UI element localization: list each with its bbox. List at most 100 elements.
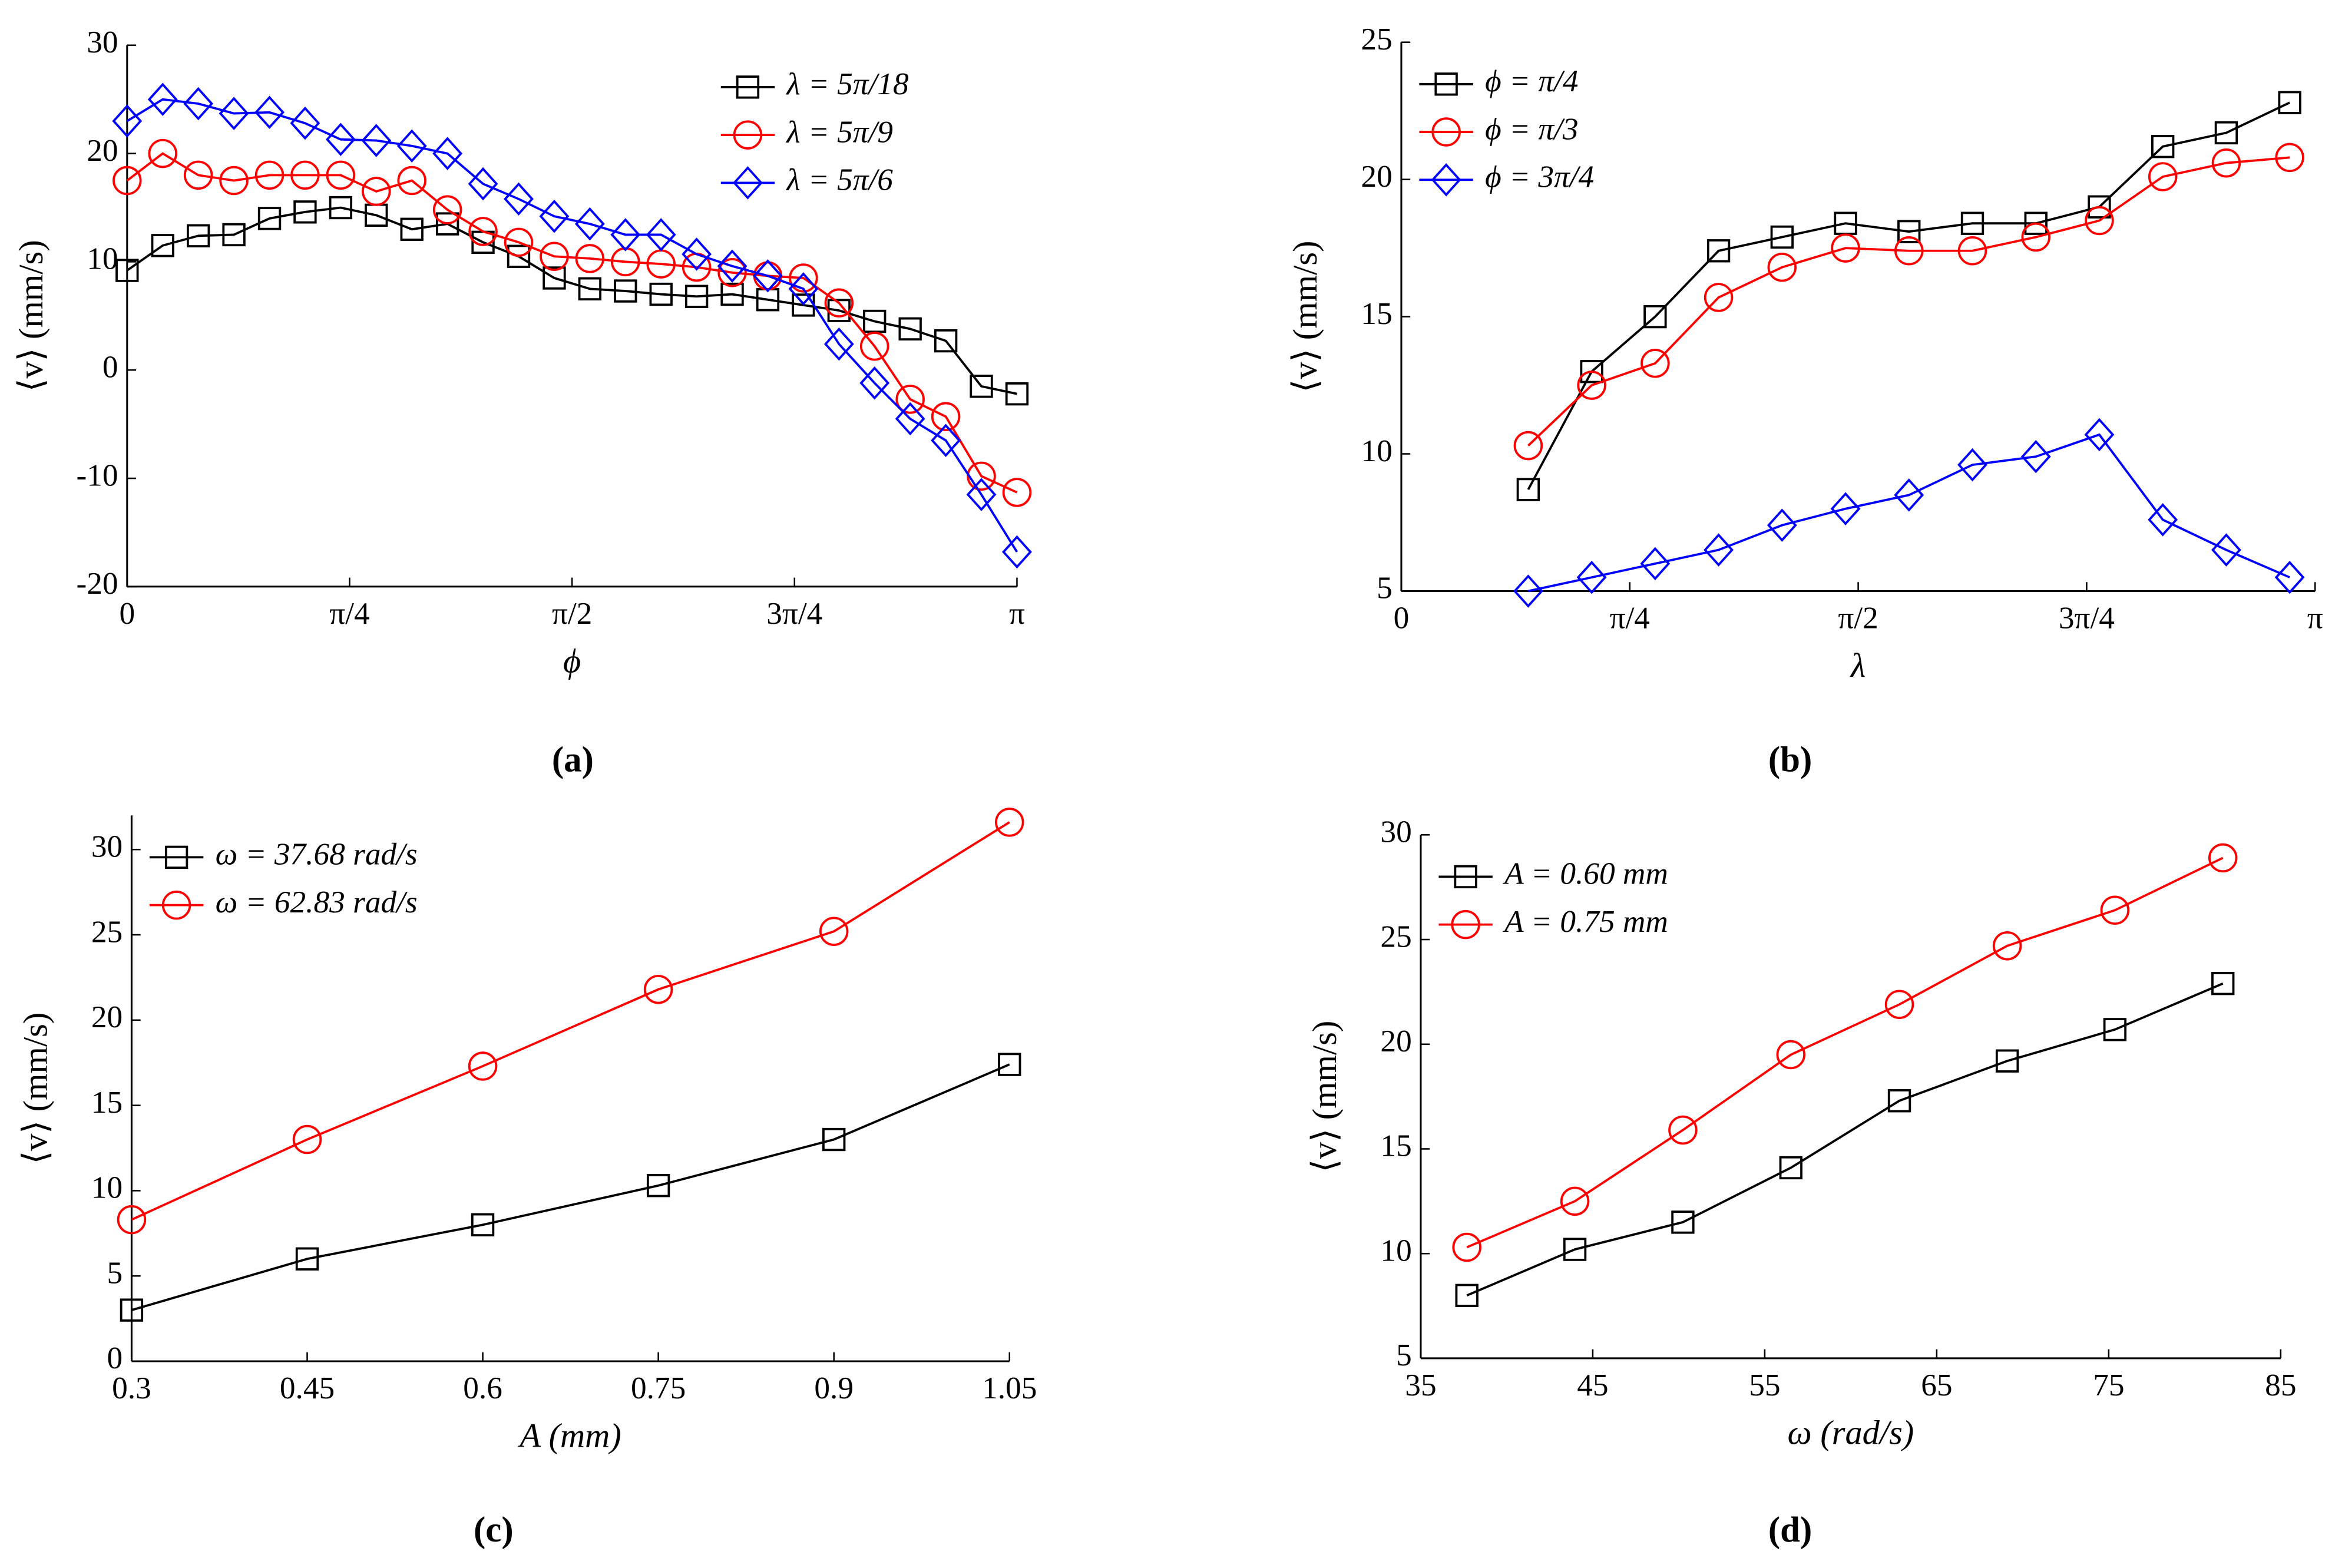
y-tick-label: 5: [1377, 570, 1393, 606]
data-point: [717, 258, 747, 287]
legend-label: ω = 62.83 rad/s: [216, 884, 418, 919]
x-tick-label: π/4: [1610, 600, 1650, 635]
x-tick-label: π/2: [552, 596, 592, 631]
data-point: [148, 138, 178, 168]
data-point: [1992, 931, 2022, 961]
data-point: [2275, 143, 2304, 173]
legend-label: λ = 5π/18: [785, 66, 909, 101]
data-point: [822, 1127, 846, 1152]
data-point: [1887, 1089, 1911, 1113]
data-point: [468, 217, 498, 246]
data-point: [219, 166, 249, 196]
data-point: [325, 123, 356, 156]
x-tick-label: 3π/4: [766, 596, 822, 631]
data-point: [2278, 91, 2301, 114]
data-point: [823, 327, 854, 361]
data-point: [1894, 478, 1924, 512]
data-point: [966, 478, 997, 511]
x-tick-label: 0: [119, 596, 135, 631]
data-point: [2211, 972, 2235, 995]
data-point: [2151, 135, 2175, 158]
series-line: [1466, 856, 2224, 1249]
y-tick-label: 10: [87, 241, 118, 276]
data-point: [1640, 547, 1671, 581]
data-point: [504, 182, 534, 216]
data-point: [998, 1053, 1021, 1076]
x-tick-label: 0.75: [631, 1370, 686, 1405]
data-point: [1576, 560, 1607, 594]
data-point: [2024, 211, 2048, 235]
data-point: [1995, 1049, 2019, 1073]
y-tick-label: 30: [1380, 814, 1411, 849]
data-point: [574, 207, 605, 241]
legend-marker: [733, 120, 763, 150]
x-tick-label: 45: [1577, 1367, 1608, 1402]
legend-marker: [736, 75, 760, 99]
data-point: [1002, 535, 1032, 569]
x-tick-label: 0: [1394, 600, 1410, 635]
y-tick-label: 20: [91, 999, 123, 1034]
data-point: [1643, 305, 1667, 329]
data-point: [507, 244, 531, 268]
data-point: [115, 259, 139, 282]
y-tick-label: 20: [1380, 1023, 1411, 1058]
data-point: [684, 285, 709, 308]
legend-marker: [1434, 72, 1458, 96]
y-tick-label: -10: [77, 457, 118, 492]
legend-marker: [733, 166, 763, 200]
y-axis-title: ⟨v⟩ (mm/s): [16, 1013, 54, 1165]
data-point: [898, 317, 922, 341]
y-tick-label: 20: [1361, 158, 1392, 194]
data-point: [113, 166, 142, 196]
series-line: [131, 1063, 1010, 1311]
data-point: [2021, 222, 2050, 252]
data-point: [859, 366, 890, 400]
data-point: [931, 424, 961, 457]
data-point: [290, 106, 320, 140]
data-point: [2088, 195, 2111, 219]
y-axis-title: ⟨v⟩ (mm/s): [1305, 1021, 1344, 1173]
x-tick-label: π/2: [1838, 600, 1878, 635]
y-tick-label: 15: [1380, 1128, 1411, 1163]
y-tick-label: 30: [87, 24, 118, 59]
data-point: [1957, 448, 1987, 482]
legend-label: ϕ = π/3: [1485, 111, 1578, 146]
data-point: [646, 1174, 670, 1197]
y-tick-label: 15: [1361, 296, 1392, 331]
data-point: [1960, 211, 1985, 235]
x-axis-title: λ: [1850, 646, 1866, 684]
data-point: [1516, 478, 1540, 501]
data-point: [435, 212, 459, 236]
data-point: [1776, 1040, 1806, 1070]
x-tick-label: π: [2307, 600, 2323, 635]
x-tick-label: 1.05: [982, 1370, 1037, 1405]
y-tick-label: 25: [91, 914, 123, 949]
series-line: [126, 206, 1017, 395]
x-axis-title: ω (rad/s): [1788, 1413, 1914, 1451]
x-axis-title: A (mm): [517, 1416, 621, 1454]
data-point: [753, 259, 783, 293]
y-axis-title: ⟨v⟩ (mm/s): [1286, 241, 1324, 393]
data-point: [295, 1247, 319, 1271]
data-point: [1704, 533, 1734, 567]
data-point: [543, 266, 566, 290]
legend-marker: [1451, 909, 1480, 940]
x-axis-title: ϕ: [563, 641, 581, 680]
data-point: [397, 166, 426, 196]
data-point: [112, 104, 143, 138]
data-point: [432, 195, 462, 224]
data-point: [1767, 508, 1797, 542]
data-point: [292, 1124, 322, 1155]
data-point: [1668, 1115, 1698, 1145]
data-point: [1671, 1210, 1695, 1234]
series-line: [131, 821, 1010, 1221]
legend-label: λ = 5π/9: [785, 114, 893, 149]
data-point: [1957, 236, 1987, 266]
data-point: [329, 196, 353, 220]
data-point: [2148, 503, 2178, 537]
data-point: [1706, 239, 1731, 263]
data-point: [895, 385, 925, 414]
y-tick-label: 10: [91, 1170, 123, 1205]
series-line: [1527, 101, 2290, 491]
